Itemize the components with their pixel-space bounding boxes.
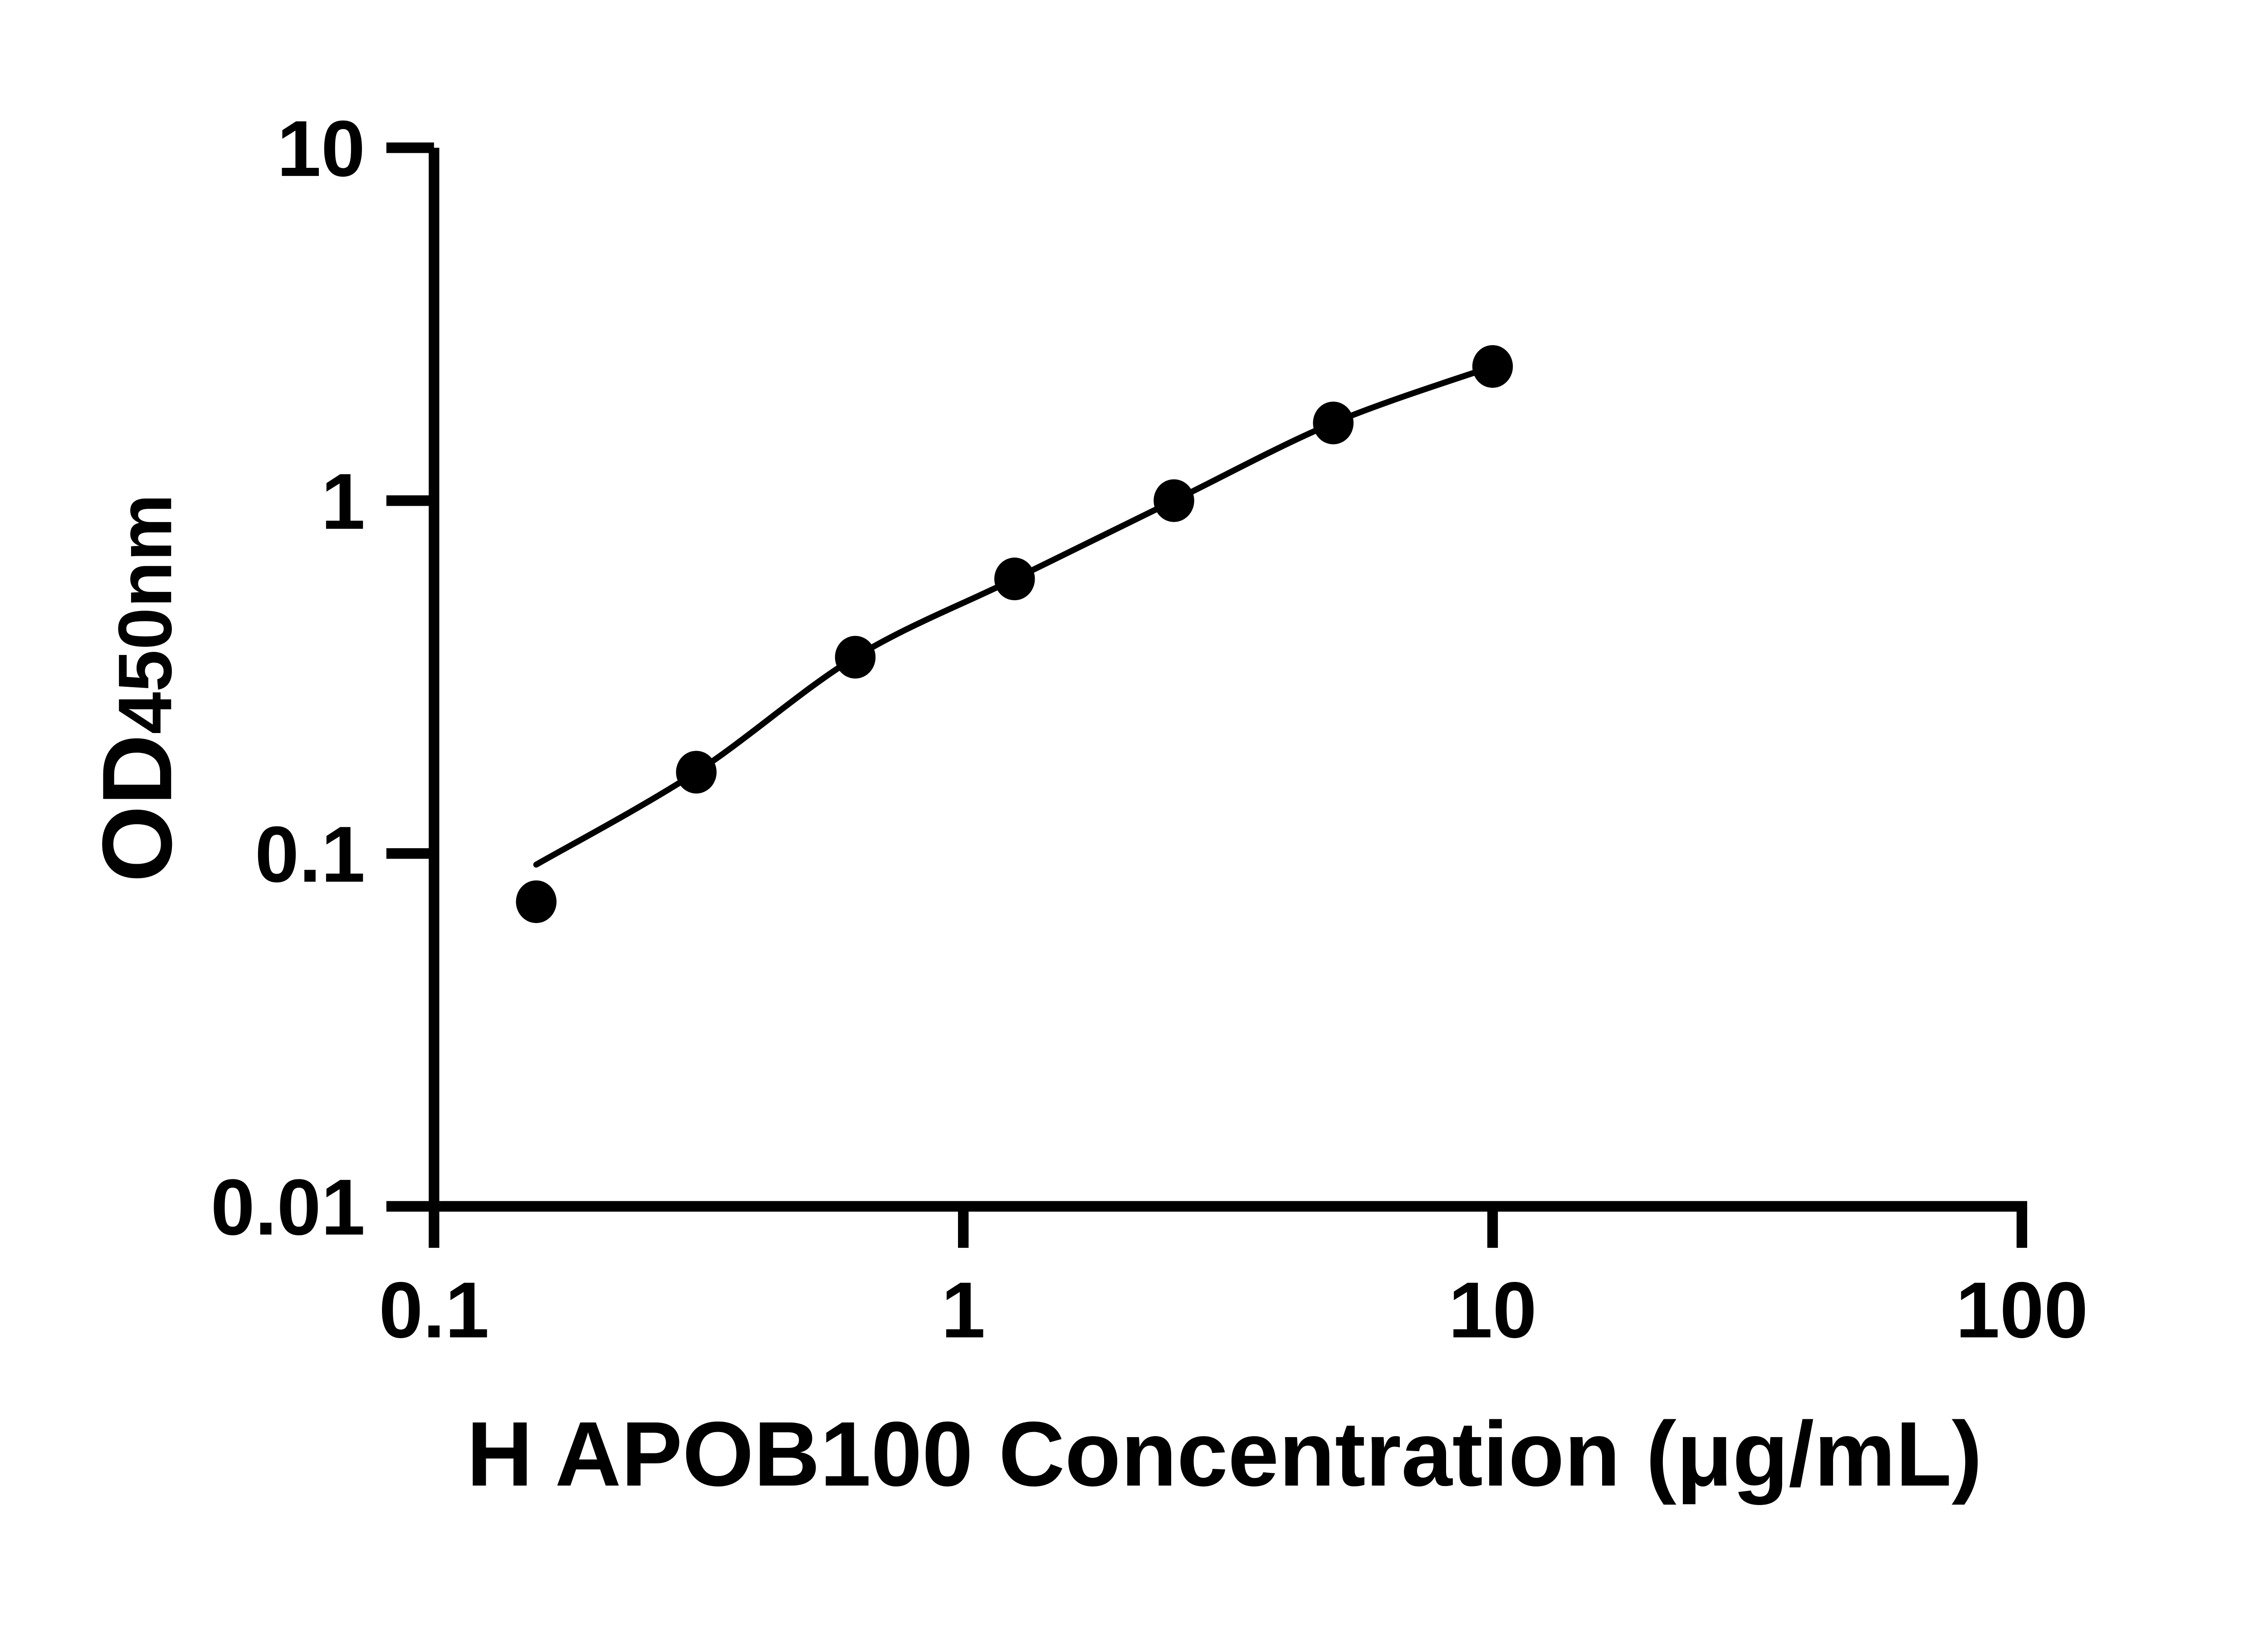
data-point — [516, 880, 557, 923]
data-point — [835, 636, 876, 679]
y-tick-label: 1 — [321, 458, 365, 546]
x-axis-title: H APOB100 Concentration (μg/mL) — [467, 1403, 1982, 1505]
y-tick-label: 0.1 — [255, 811, 365, 899]
x-tick-label: 0.1 — [379, 1266, 489, 1354]
y-axis-title-sub: 450nm — [103, 494, 187, 734]
data-point — [1472, 345, 1513, 388]
x-tick-label: 100 — [1955, 1266, 2088, 1354]
y-axis-title-main: OD — [82, 734, 192, 883]
data-point — [1313, 401, 1354, 445]
x-tick-label: 1 — [941, 1266, 985, 1354]
x-tick-label: 10 — [1448, 1266, 1537, 1354]
elisa-standard-curve-figure: 10 1 0.1 0.01 0.1 1 10 100 H APOB100 Concentrat… — [82, 104, 2088, 1505]
axis-lines — [429, 147, 2028, 1212]
data-point — [994, 557, 1035, 601]
data-point — [676, 751, 717, 794]
y-tick-label: 10 — [277, 105, 365, 193]
fit-curve-group — [533, 363, 1496, 868]
y-tick-label: 0.01 — [210, 1164, 365, 1252]
data-points-group — [516, 345, 1513, 923]
fit-curve — [533, 363, 1496, 868]
data-point — [1154, 479, 1194, 522]
y-axis-title: OD450nm — [82, 494, 192, 883]
axis-ticks — [386, 142, 2028, 1248]
